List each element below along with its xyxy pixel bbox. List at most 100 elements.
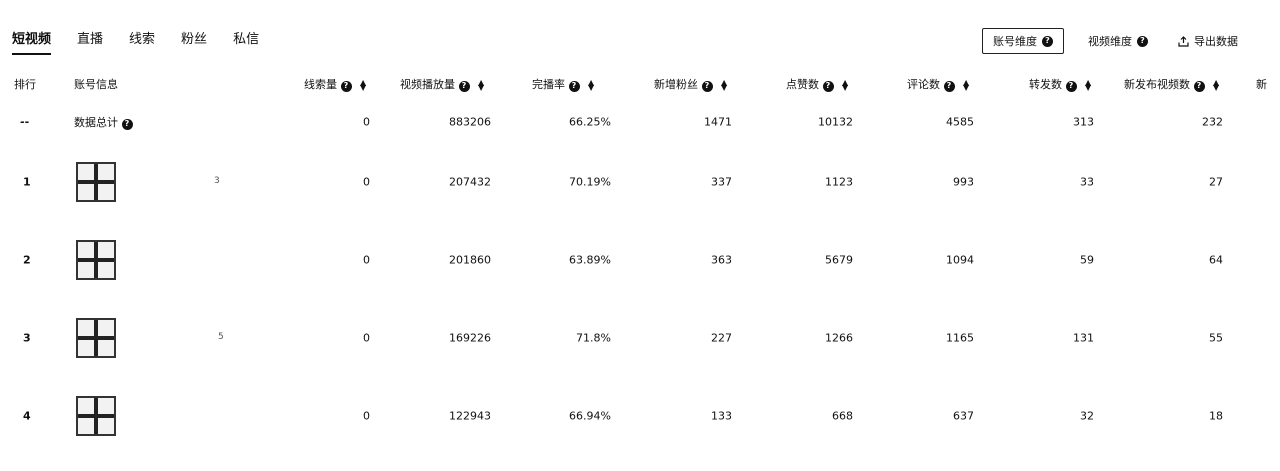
shares-cell: 59 bbox=[1080, 253, 1094, 267]
account-dimension-label: 账号维度 bbox=[993, 35, 1037, 48]
comments-cell: 993 bbox=[953, 175, 974, 189]
completion-cell: 66.94% bbox=[569, 409, 611, 423]
shares-cell: 131 bbox=[1073, 331, 1094, 345]
table-row[interactable]: 3 5 0 169226 71.8% 227 1266 1165 131 55 bbox=[0, 308, 1280, 368]
new-fans-cell: 227 bbox=[711, 331, 732, 345]
completion-cell: 66.25% bbox=[569, 115, 611, 129]
col-comments-label: 评论数 bbox=[907, 78, 940, 91]
export-label: 导出数据 bbox=[1194, 35, 1238, 48]
sort-icon[interactable]: ▲ ▼ bbox=[478, 78, 485, 92]
col-completion[interactable]: 完播率 ? ▲ ▼ bbox=[532, 76, 594, 92]
shares-cell: 33 bbox=[1080, 175, 1094, 189]
help-icon[interactable]: ? bbox=[943, 80, 955, 92]
video-dimension-label: 视频维度 bbox=[1088, 35, 1132, 48]
view-controls: 账号维度 ? 视频维度 ? 导出数据 bbox=[982, 28, 1238, 54]
help-icon[interactable]: ? bbox=[1137, 35, 1148, 47]
new-videos-cell: 55 bbox=[1209, 331, 1223, 345]
total-label-text: 数据总计 bbox=[74, 116, 118, 129]
comments-cell: 1165 bbox=[946, 331, 974, 345]
col-comments[interactable]: 评论数 ? ▲ ▼ bbox=[907, 76, 969, 92]
completion-cell: 70.19% bbox=[569, 175, 611, 189]
likes-cell: 668 bbox=[832, 409, 853, 423]
tab-leads[interactable]: 线索 bbox=[129, 32, 156, 47]
sort-icon[interactable]: ▲ ▼ bbox=[842, 78, 849, 92]
avatar[interactable] bbox=[76, 318, 116, 358]
sort-icon[interactable]: ▲ ▼ bbox=[963, 78, 970, 92]
help-icon[interactable]: ? bbox=[1065, 80, 1077, 92]
completion-cell: 63.89% bbox=[569, 253, 611, 267]
table-row[interactable]: 1 3 0 207432 70.19% 337 1123 993 33 27 bbox=[0, 152, 1280, 212]
tab-messages[interactable]: 私信 bbox=[233, 32, 260, 47]
tab-short-video[interactable]: 短视频 bbox=[12, 28, 52, 55]
col-leads[interactable]: 线索量 ? ▲ ▼ bbox=[304, 76, 366, 92]
col-new-videos-label: 新发布视频数 bbox=[1124, 78, 1190, 91]
rank-cell: -- bbox=[20, 115, 30, 129]
rank-cell: 1 bbox=[23, 175, 31, 189]
new-fans-cell: 1471 bbox=[704, 115, 732, 129]
col-likes-label: 点赞数 bbox=[786, 78, 819, 91]
tab-fans[interactable]: 粉丝 bbox=[181, 32, 208, 47]
table-row-total: -- 数据总计 ? 0 883206 66.25% 1471 10132 458… bbox=[0, 108, 1280, 136]
likes-cell: 1266 bbox=[825, 331, 853, 345]
sort-icon[interactable]: ▲ ▼ bbox=[721, 78, 728, 92]
table-row[interactable]: 4 0 122943 66.94% 133 668 637 32 18 bbox=[0, 386, 1280, 446]
col-rank: 排行 bbox=[14, 78, 36, 91]
account-dimension-button[interactable]: 账号维度 ? bbox=[982, 28, 1064, 54]
help-icon[interactable]: ? bbox=[1042, 35, 1053, 47]
new-videos-cell: 232 bbox=[1202, 115, 1223, 129]
help-icon[interactable]: ? bbox=[568, 80, 580, 92]
leads-cell: 0 bbox=[363, 175, 370, 189]
plays-cell: 201860 bbox=[449, 253, 491, 267]
avatar[interactable] bbox=[76, 396, 116, 436]
col-account: 账号信息 bbox=[74, 78, 118, 91]
new-videos-cell: 64 bbox=[1209, 253, 1223, 267]
comments-cell: 1094 bbox=[946, 253, 974, 267]
likes-cell: 5679 bbox=[825, 253, 853, 267]
sort-icon[interactable]: ▲ ▼ bbox=[1213, 78, 1220, 92]
likes-cell: 1123 bbox=[825, 175, 853, 189]
comments-cell: 4585 bbox=[946, 115, 974, 129]
sort-icon[interactable]: ▲ ▼ bbox=[1085, 78, 1092, 92]
rank-cell: 4 bbox=[23, 409, 31, 423]
leads-cell: 0 bbox=[363, 115, 370, 129]
col-new-fans-label: 新增粉丝 bbox=[654, 78, 698, 91]
tab-live[interactable]: 直播 bbox=[77, 32, 104, 47]
account-name[interactable]: 5 bbox=[218, 332, 224, 342]
table-row[interactable]: 2 0 201860 63.89% 363 5679 1094 59 64 bbox=[0, 230, 1280, 290]
video-dimension-button[interactable]: 视频维度 ? bbox=[1078, 28, 1158, 54]
rank-cell: 3 bbox=[23, 331, 31, 345]
leads-cell: 0 bbox=[363, 409, 370, 423]
likes-cell: 10132 bbox=[818, 115, 853, 129]
help-icon[interactable]: ? bbox=[822, 80, 834, 92]
help-icon[interactable]: ? bbox=[458, 80, 470, 92]
avatar[interactable] bbox=[76, 162, 116, 202]
tab-bar: 短视频 直播 线索 粉丝 私信 bbox=[12, 28, 285, 55]
col-new-videos[interactable]: 新发布视频数 ? ▲ ▼ bbox=[1124, 76, 1219, 92]
export-button[interactable]: 导出数据 bbox=[1178, 33, 1238, 49]
help-icon[interactable]: ? bbox=[701, 80, 713, 92]
comments-cell: 637 bbox=[953, 409, 974, 423]
col-plays-label: 视频播放量 bbox=[400, 78, 455, 91]
col-plays[interactable]: 视频播放量 ? ▲ ▼ bbox=[400, 76, 484, 92]
completion-cell: 71.8% bbox=[576, 331, 611, 345]
col-leads-label: 线索量 bbox=[304, 78, 337, 91]
plays-cell: 207432 bbox=[449, 175, 491, 189]
leads-cell: 0 bbox=[363, 331, 370, 345]
col-shares-label: 转发数 bbox=[1029, 78, 1062, 91]
col-shares[interactable]: 转发数 ? ▲ ▼ bbox=[1029, 76, 1091, 92]
help-icon[interactable]: ? bbox=[121, 118, 133, 130]
leads-cell: 0 bbox=[363, 253, 370, 267]
sort-icon[interactable]: ▲ ▼ bbox=[588, 78, 595, 92]
col-likes[interactable]: 点赞数 ? ▲ ▼ bbox=[786, 76, 848, 92]
col-completion-label: 完播率 bbox=[532, 78, 565, 91]
col-more: 新 bbox=[1256, 78, 1267, 91]
account-name[interactable]: 3 bbox=[214, 176, 220, 186]
avatar[interactable] bbox=[76, 240, 116, 280]
help-icon[interactable]: ? bbox=[340, 80, 352, 92]
sort-icon[interactable]: ▲ ▼ bbox=[360, 78, 367, 92]
plays-cell: 122943 bbox=[449, 409, 491, 423]
shares-cell: 32 bbox=[1080, 409, 1094, 423]
help-icon[interactable]: ? bbox=[1193, 80, 1205, 92]
table-header: 排行 账号信息 线索量 ? ▲ ▼ 视频播放量 ? ▲ ▼ 完播率 ? ▲ ▼ 新增粉… bbox=[0, 76, 1280, 94]
col-new-fans[interactable]: 新增粉丝 ? ▲ ▼ bbox=[654, 76, 727, 92]
